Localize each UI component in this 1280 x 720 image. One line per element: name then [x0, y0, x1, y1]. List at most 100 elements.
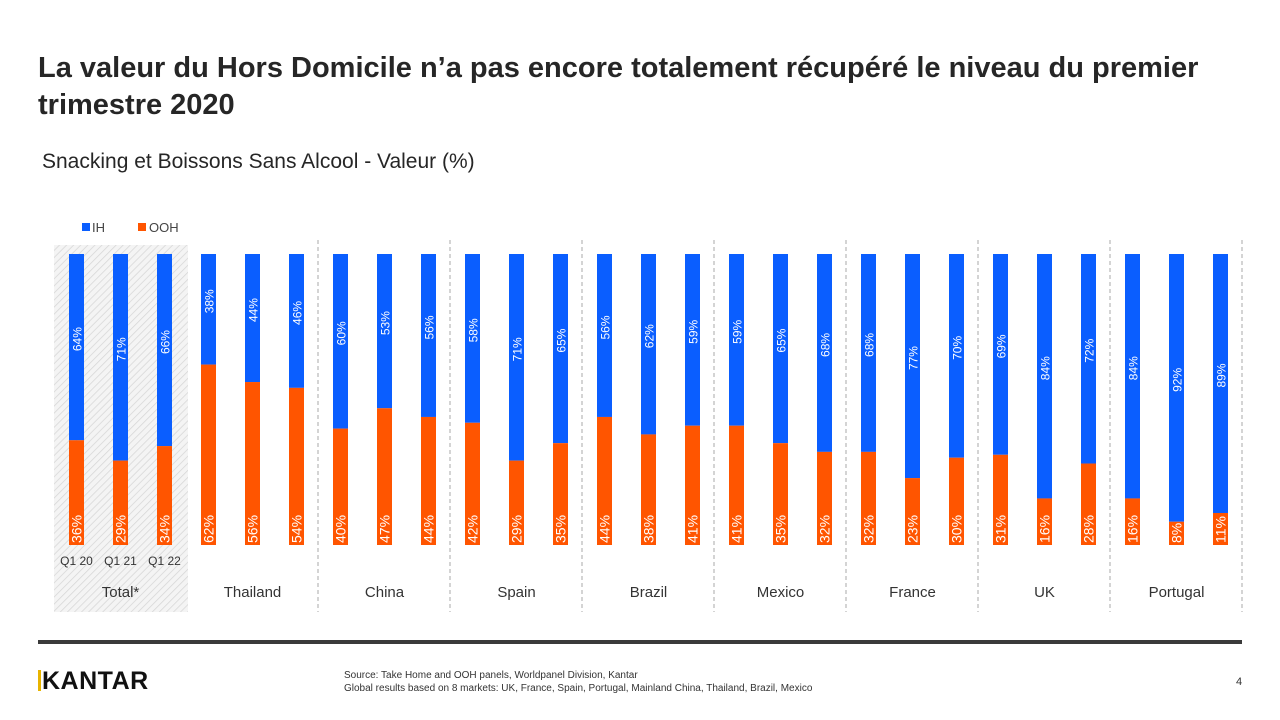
bar-ooh [993, 454, 1008, 545]
label-ih: 84% [1039, 356, 1053, 380]
label-ooh: 29% [113, 515, 129, 543]
bar-ooh [509, 460, 524, 545]
bar-ih [201, 254, 216, 365]
page-number: 4 [1236, 676, 1243, 688]
legend-label-ooh: OOH [149, 220, 179, 235]
bar-ooh [201, 364, 216, 545]
slide-title: La valeur du Hors Domicile n’a pas encor… [38, 52, 1199, 121]
label-ooh: 8% [1169, 523, 1185, 543]
bar-ooh [597, 416, 612, 545]
bar-ih [157, 254, 172, 447]
category-label: Mexico [757, 584, 805, 601]
bar-ih [905, 254, 920, 479]
label-ooh: 38% [641, 515, 657, 543]
bar-ih [377, 254, 392, 409]
label-ih: 60% [335, 321, 349, 345]
bar-ih [641, 254, 656, 435]
label-ih: 89% [1215, 363, 1229, 387]
stacked-bar-chart: IH OOH 64% 36% Q1 20 71% 29% Q1 21 66% 34% Q1 22 To… [54, 220, 1243, 612]
bar-ooh [113, 460, 128, 545]
label-ooh: 28% [1081, 515, 1097, 543]
bar-ih [465, 254, 480, 423]
source-note: Source: Take Home and OOH panels, Worldp… [344, 669, 812, 695]
category-label: France [889, 584, 936, 601]
bar-ih [949, 254, 964, 458]
bar-ooh [289, 387, 304, 545]
bar-ooh [1169, 521, 1184, 545]
bar-ih [421, 254, 436, 417]
bar-ih [817, 254, 832, 452]
bar-ooh [1213, 512, 1228, 545]
bar-ih [69, 254, 84, 441]
bar-ooh [1125, 498, 1140, 545]
label-ooh: 35% [553, 515, 569, 543]
legend-swatch-ih [82, 223, 90, 231]
bar-ih [289, 254, 304, 388]
chart-subtitle: Snacking et Boissons Sans Alcool - Valeu… [42, 150, 475, 173]
label-ih: 71% [511, 337, 525, 361]
label-ih: 84% [1127, 356, 1141, 380]
label-ih: 53% [379, 311, 393, 335]
bar-ooh [245, 382, 260, 545]
label-ooh: 30% [949, 515, 965, 543]
bar-ih [993, 254, 1008, 455]
bar-ooh [421, 416, 436, 545]
bar-ih [1081, 254, 1096, 464]
label-ooh: 35% [773, 515, 789, 543]
label-ooh: 56% [245, 515, 261, 543]
bar-ih [113, 254, 128, 461]
source-line-2: Global results based on 8 markets: UK, F… [344, 683, 813, 694]
bar-ooh [685, 425, 700, 545]
kantar-logo: KANTAR [38, 667, 149, 696]
bar-ooh [729, 425, 744, 545]
label-ih: 77% [907, 346, 921, 370]
label-ooh: 62% [201, 515, 217, 543]
label-ih: 92% [1171, 368, 1185, 392]
bar-ooh [817, 451, 832, 545]
label-ih: 65% [775, 328, 789, 352]
bar-ih [1037, 254, 1052, 499]
label-ooh: 32% [817, 515, 833, 543]
bar-ih [1169, 254, 1184, 522]
bar-ooh [377, 408, 392, 545]
bar-ih [773, 254, 788, 444]
label-ooh: 47% [377, 515, 393, 543]
bar-ooh [905, 478, 920, 545]
label-ooh: 32% [861, 515, 877, 543]
label-ih: 65% [555, 328, 569, 352]
label-ih: 71% [115, 337, 129, 361]
label-ih: 68% [863, 333, 877, 357]
category-label: China [365, 584, 405, 601]
label-ooh: 42% [465, 515, 481, 543]
bar-ooh [1081, 463, 1096, 545]
label-ooh: 54% [289, 515, 305, 543]
legend-label-ih: IH [92, 220, 105, 235]
label-ooh: 31% [993, 515, 1009, 543]
bar-ih [1213, 254, 1228, 513]
bar-ih [553, 254, 568, 444]
period-label: Q1 22 [148, 554, 181, 568]
period-label: Q1 21 [104, 554, 137, 568]
category-label: UK [1034, 584, 1055, 601]
label-ih: 66% [159, 330, 173, 354]
label-ooh: 41% [729, 515, 745, 543]
label-ooh: 44% [597, 515, 613, 543]
label-ih: 59% [687, 320, 701, 344]
bar-ooh [553, 443, 568, 545]
bar-ooh [1037, 498, 1052, 545]
label-ih: 58% [467, 318, 481, 342]
label-ih: 69% [995, 334, 1009, 358]
bar-ih [861, 254, 876, 452]
label-ooh: 16% [1125, 515, 1141, 543]
source-line-1: Source: Take Home and OOH panels, Worldp… [344, 670, 638, 681]
legend-swatch-ooh [138, 223, 146, 231]
label-ih: 62% [643, 324, 657, 348]
bar-ooh [949, 457, 964, 545]
bar-ih [333, 254, 348, 429]
label-ooh: 44% [421, 515, 437, 543]
label-ooh: 29% [509, 515, 525, 543]
bar-ooh [333, 428, 348, 545]
label-ih: 72% [1083, 338, 1097, 362]
category-label: Total* [102, 584, 140, 601]
period-label: Q1 20 [60, 554, 93, 568]
